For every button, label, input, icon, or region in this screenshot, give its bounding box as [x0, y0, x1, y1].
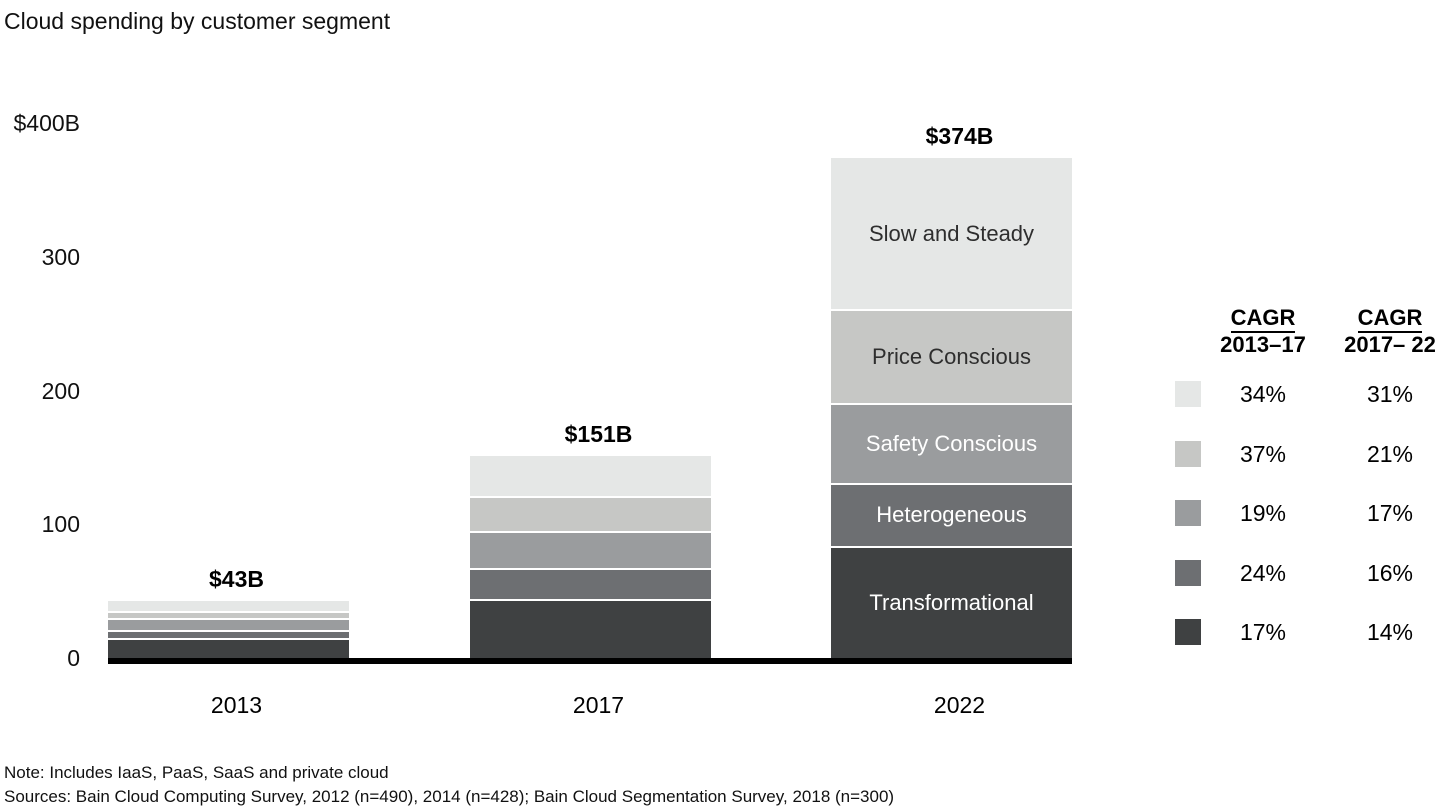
plot-area: $400B 300 200 100 0 $43B 2013 $151B 2017 Slow and… [13, 110, 1072, 718]
segment-transformational-2022: Transformational [831, 545, 1072, 658]
bar-2022: Slow and Steady Price Conscious Safety Con… [831, 158, 1072, 658]
segment-price-conscious-2017 [470, 496, 711, 531]
segment-price-conscious-2022: Price Conscious [831, 309, 1072, 403]
total-label-2017: $151B [564, 421, 633, 448]
cagr-2017-22-value-heterogeneous: 16% [1366, 559, 1414, 586]
cagr-header-title: CAGR [1230, 306, 1296, 333]
y-axis-tick-label: 100 [41, 511, 80, 538]
segment-label: Transformational [869, 589, 1034, 615]
segment-safety-conscious-2022: Safety Conscious [831, 402, 1072, 483]
cagr-2013-17-value-price-conscious: 37% [1239, 440, 1287, 467]
bar-2013 [108, 600, 349, 659]
cagr-header-range: 2013–17 [1220, 332, 1306, 357]
x-axis-label-2013: 2013 [210, 692, 263, 718]
chart-title: Cloud spending by customer segment [4, 8, 391, 34]
x-axis-label-2017: 2017 [572, 692, 625, 718]
cagr-2017-22-value-price-conscious: 21% [1366, 440, 1414, 467]
segment-label: Heterogeneous [876, 502, 1027, 528]
footnote-note: Note: Includes IaaS, PaaS, SaaS and priv… [4, 763, 389, 782]
legend-swatch-heterogeneous [1175, 559, 1201, 586]
segment-heterogeneous-2022: Heterogeneous [831, 482, 1072, 546]
y-axis-tick-label: 200 [41, 377, 80, 404]
legend-swatch-slow-and-steady [1175, 381, 1201, 407]
total-label-2013: $43B [209, 565, 264, 592]
segment-label: Price Conscious [872, 343, 1031, 369]
cagr-legend: CAGR 2013–17 CAGR 2017– 22 34% 31% 37% 21% 1… [1160, 306, 1440, 666]
cagr-2017-22-value-safety-conscious: 17% [1366, 500, 1414, 526]
segment-transformational-2017 [470, 599, 711, 658]
segment-heterogeneous-2017 [470, 568, 711, 600]
legend-swatch-safety-conscious [1175, 500, 1201, 526]
cagr-2013-17-value-safety-conscious: 19% [1239, 500, 1287, 526]
x-axis-line [108, 658, 1072, 664]
segment-price-conscious-2013 [108, 611, 349, 618]
segment-heterogeneous-2013 [108, 629, 349, 638]
total-label-2022: $374B [925, 123, 994, 149]
x-axis-label-2022: 2022 [933, 692, 986, 718]
cagr-header-title: CAGR [1357, 306, 1423, 333]
legend-swatch-price-conscious [1175, 440, 1201, 467]
footnote: Note: Includes IaaS, PaaS, SaaS and priv… [4, 761, 894, 809]
y-axis-tick-label: $400B [13, 110, 80, 137]
cagr-2013-17-value-heterogeneous: 24% [1239, 559, 1287, 586]
cagr-2013-17-value-slow-and-steady: 34% [1239, 381, 1287, 407]
segment-label: Slow and Steady [868, 220, 1035, 246]
segment-label: Safety Conscious [865, 430, 1038, 456]
cagr-column-header-2017-22: CAGR 2017– 22 [1325, 306, 1440, 357]
segment-transformational-2013 [108, 637, 349, 658]
footnote-sources: Sources: Bain Cloud Computing Survey, 20… [4, 787, 895, 806]
y-axis-tick-label: 0 [67, 645, 80, 671]
cagr-column-header-2013-17: CAGR 2013–17 [1198, 306, 1328, 357]
segment-safety-conscious-2013 [108, 617, 349, 630]
bar-2017 [470, 456, 711, 658]
legend-swatch-transformational [1175, 619, 1201, 645]
segment-slow-and-steady-2017 [470, 456, 711, 497]
cagr-header-range: 2017– 22 [1344, 332, 1436, 357]
segment-slow-and-steady-2022: Slow and Steady [831, 158, 1072, 310]
cagr-2013-17-value-transformational: 17% [1239, 619, 1287, 645]
segment-slow-and-steady-2013 [108, 600, 349, 612]
cagr-2017-22-value-transformational: 14% [1366, 619, 1414, 645]
segment-safety-conscious-2017 [470, 530, 711, 569]
cagr-2017-22-value-slow-and-steady: 31% [1366, 381, 1414, 407]
y-axis-tick-label: 300 [41, 244, 80, 270]
